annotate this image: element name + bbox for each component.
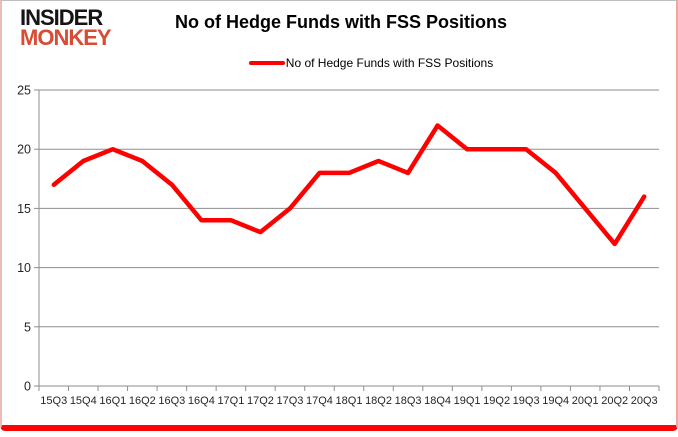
y-tick-label: 15 — [17, 202, 31, 216]
x-tick-label: 20Q3 — [631, 395, 658, 407]
x-axis-labels: 15Q3 15Q4 16Q1 16Q2 16Q3 16Q4 17Q1 17Q2 17Q3 17Q4… — [40, 395, 657, 407]
x-tick-label: 17Q1 — [217, 395, 244, 407]
y-tick-label: 25 — [17, 84, 31, 98]
legend-line-swatch — [248, 61, 285, 65]
x-tick-label: 16Q1 — [99, 395, 126, 407]
x-tick-label: 20Q2 — [601, 395, 628, 407]
x-tick-label: 16Q2 — [129, 395, 156, 407]
chart-title: No of Hedge Funds with FSS Positions — [175, 12, 507, 32]
x-tick-label: 17Q4 — [306, 395, 333, 407]
x-tick-label: 15Q3 — [40, 395, 67, 407]
y-tick-label: 5 — [24, 320, 31, 334]
x-tick-label: 18Q3 — [395, 395, 422, 407]
x-tick-label: 17Q2 — [247, 395, 274, 407]
x-tick-label: 18Q4 — [424, 395, 451, 407]
legend: No of Hedge Funds with FSS Positions — [62, 56, 678, 70]
series-line — [51, 123, 647, 247]
x-tick-label: 18Q1 — [336, 395, 363, 407]
x-tick-label: 19Q4 — [542, 395, 569, 407]
x-tick-label: 16Q3 — [158, 395, 185, 407]
y-tick-label: 10 — [17, 261, 31, 275]
legend-label: No of Hedge Funds with FSS Positions — [285, 56, 494, 70]
x-tick-label: 15Q4 — [70, 395, 97, 407]
insider-monkey-logo: INSIDER MONKEY — [20, 5, 150, 51]
y-tick-label: 0 — [24, 380, 31, 394]
x-axis-ticks — [38, 386, 660, 391]
x-tick-label: 16Q4 — [188, 395, 215, 407]
y-tick-label: 20 — [17, 143, 31, 157]
logo-word-monkey: MONKEY — [20, 25, 112, 51]
x-tick-label: 20Q1 — [572, 395, 599, 407]
x-tick-label: 19Q3 — [513, 395, 540, 407]
gridlines — [34, 89, 659, 387]
x-tick-label: 17Q3 — [276, 395, 303, 407]
x-tick-label: 19Q2 — [483, 395, 510, 407]
logo-word-insider: INSIDER — [20, 5, 103, 30]
x-tick-label: 18Q2 — [365, 395, 392, 407]
x-tick-label: 19Q1 — [454, 395, 481, 407]
y-axis-labels: 0 5 10 15 20 25 — [17, 84, 31, 394]
